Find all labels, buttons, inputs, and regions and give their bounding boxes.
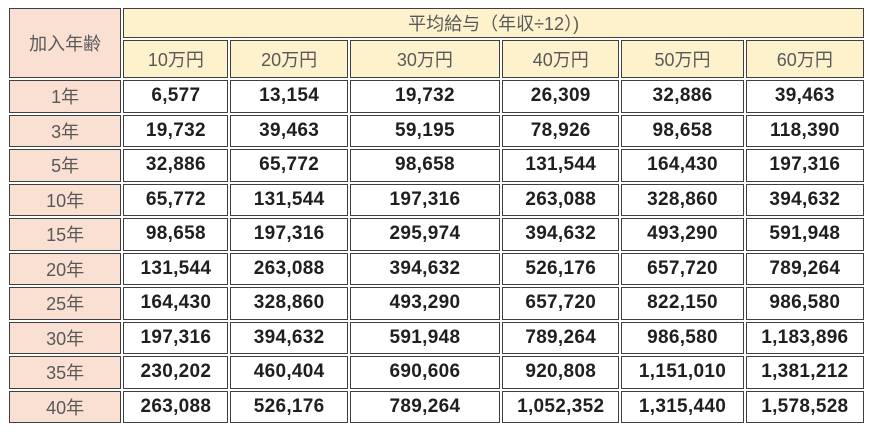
value-cell: 26,309 <box>502 80 620 113</box>
row-label: 5年 <box>9 149 122 182</box>
value-cell: 39,463 <box>230 114 348 147</box>
value-cell: 131,544 <box>502 149 620 182</box>
value-cell: 591,948 <box>349 321 501 354</box>
value-cell: 1,578,528 <box>745 390 864 423</box>
value-cell: 789,264 <box>502 321 620 354</box>
value-cell: 394,632 <box>502 218 620 251</box>
value-cell: 460,404 <box>230 356 348 389</box>
table-body: 1年 6,577 13,154 19,732 26,309 32,886 39,463 3年 1… <box>9 80 864 423</box>
value-cell: 1,052,352 <box>502 390 620 423</box>
value-cell: 920,808 <box>502 356 620 389</box>
column-header-400k: 40万円 <box>502 40 620 78</box>
table-header: 加入年齢 平均給与（年収÷12）) 10万円 20万円 30万円 40万円 50… <box>9 8 864 78</box>
value-cell: 197,316 <box>123 321 229 354</box>
column-header-100k: 10万円 <box>123 40 229 78</box>
value-cell: 394,632 <box>745 183 864 216</box>
value-cell: 98,658 <box>123 218 229 251</box>
value-cell: 197,316 <box>230 218 348 251</box>
value-cell: 493,290 <box>349 287 501 320</box>
row-label: 35年 <box>9 356 122 389</box>
value-cell: 131,544 <box>123 252 229 285</box>
value-cell: 98,658 <box>349 149 501 182</box>
value-cell: 1,381,212 <box>745 356 864 389</box>
value-cell: 19,732 <box>349 80 501 113</box>
value-cell: 59,195 <box>349 114 501 147</box>
value-cell: 986,580 <box>745 287 864 320</box>
row-label: 40年 <box>9 390 122 423</box>
value-cell: 6,577 <box>123 80 229 113</box>
row-label: 10年 <box>9 183 122 216</box>
table-row: 15年 98,658 197,316 295,974 394,632 493,290 591… <box>9 218 864 251</box>
value-cell: 39,463 <box>745 80 864 113</box>
value-cell: 328,860 <box>230 287 348 320</box>
row-label: 20年 <box>9 252 122 285</box>
value-cell: 986,580 <box>621 321 744 354</box>
value-cell: 230,202 <box>123 356 229 389</box>
value-cell: 164,430 <box>123 287 229 320</box>
table-row: 20年 131,544 263,088 394,632 526,176 657,720 78… <box>9 252 864 285</box>
value-cell: 263,088 <box>123 390 229 423</box>
table-row: 40年 263,088 526,176 789,264 1,052,352 1,315,4… <box>9 390 864 423</box>
value-cell: 32,886 <box>621 80 744 113</box>
value-cell: 263,088 <box>502 183 620 216</box>
row-label: 15年 <box>9 218 122 251</box>
value-cell: 263,088 <box>230 252 348 285</box>
row-label: 1年 <box>9 80 122 113</box>
value-cell: 1,183,896 <box>745 321 864 354</box>
value-cell: 591,948 <box>745 218 864 251</box>
group-header-row: 加入年齢 平均給与（年収÷12）) <box>9 8 864 78</box>
row-label: 30年 <box>9 321 122 354</box>
value-cell: 164,430 <box>621 149 744 182</box>
value-cell: 657,720 <box>621 252 744 285</box>
value-cell: 98,658 <box>621 114 744 147</box>
group-header-average-salary: 平均給与（年収÷12）) <box>123 8 864 38</box>
column-header-300k: 30万円 <box>349 40 501 78</box>
value-cell: 394,632 <box>349 252 501 285</box>
value-cell: 32,886 <box>123 149 229 182</box>
value-cell: 493,290 <box>621 218 744 251</box>
value-cell: 197,316 <box>349 183 501 216</box>
row-label: 3年 <box>9 114 122 147</box>
value-cell: 13,154 <box>230 80 348 113</box>
value-cell: 789,264 <box>745 252 864 285</box>
value-cell: 526,176 <box>230 390 348 423</box>
value-cell: 131,544 <box>230 183 348 216</box>
value-cell: 394,632 <box>230 321 348 354</box>
table-row: 25年 164,430 328,860 493,290 657,720 822,150 98… <box>9 287 864 320</box>
value-cell: 789,264 <box>349 390 501 423</box>
column-header-row: 10万円 20万円 30万円 40万円 50万円 60万円 <box>9 40 864 78</box>
row-label: 25年 <box>9 287 122 320</box>
value-cell: 65,772 <box>230 149 348 182</box>
value-cell: 328,860 <box>621 183 744 216</box>
corner-header-joining-age: 加入年齢 <box>9 8 122 78</box>
value-cell: 526,176 <box>502 252 620 285</box>
column-header-600k: 60万円 <box>745 40 864 78</box>
value-cell: 197,316 <box>745 149 864 182</box>
value-cell: 1,315,440 <box>621 390 744 423</box>
value-cell: 1,151,010 <box>621 356 744 389</box>
value-cell: 822,150 <box>621 287 744 320</box>
table-row: 35年 230,202 460,404 690,606 920,808 1,151,010… <box>9 356 864 389</box>
value-cell: 65,772 <box>123 183 229 216</box>
column-header-500k: 50万円 <box>621 40 744 78</box>
column-header-200k: 20万円 <box>230 40 348 78</box>
value-cell: 295,974 <box>349 218 501 251</box>
value-cell: 78,926 <box>502 114 620 147</box>
value-cell: 690,606 <box>349 356 501 389</box>
value-cell: 657,720 <box>502 287 620 320</box>
average-salary-table: 加入年齢 平均給与（年収÷12）) 10万円 20万円 30万円 40万円 50… <box>7 6 866 425</box>
value-cell: 118,390 <box>745 114 864 147</box>
table-row: 3年 19,732 39,463 59,195 78,926 98,658 118,390 <box>9 114 864 147</box>
table-row: 1年 6,577 13,154 19,732 26,309 32,886 39,463 <box>9 80 864 113</box>
value-cell: 19,732 <box>123 114 229 147</box>
table-row: 30年 197,316 394,632 591,948 789,264 986,580 1,… <box>9 321 864 354</box>
table-row: 10年 65,772 131,544 197,316 263,088 328,860 394… <box>9 183 864 216</box>
table-row: 5年 32,886 65,772 98,658 131,544 164,430 197,31… <box>9 149 864 182</box>
